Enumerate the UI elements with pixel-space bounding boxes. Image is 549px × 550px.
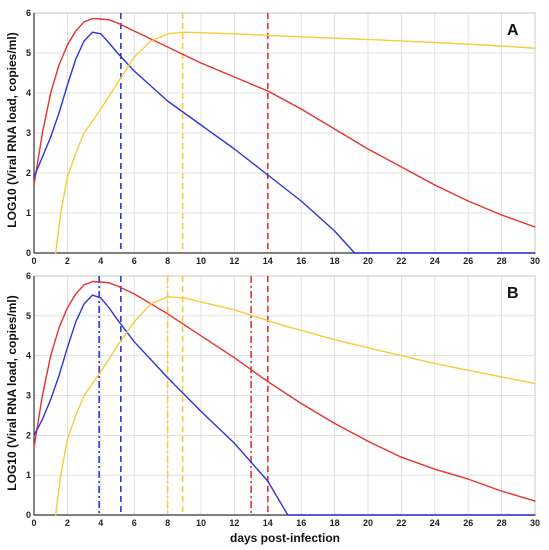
y-tick-label: 4 bbox=[26, 88, 31, 98]
x-tick-label: 26 bbox=[463, 256, 473, 266]
x-tick-label: 20 bbox=[363, 518, 373, 528]
blue-series-line bbox=[33, 31, 536, 254]
x-tick-label: 8 bbox=[165, 518, 170, 528]
panel-label: B bbox=[507, 285, 519, 302]
y-tick-label: 2 bbox=[26, 168, 31, 178]
x-tick-label: 12 bbox=[229, 256, 239, 266]
x-tick-label: 24 bbox=[430, 518, 440, 528]
x-tick-label: 12 bbox=[229, 518, 239, 528]
y-tick-label: 4 bbox=[26, 351, 31, 361]
yellow-series-line bbox=[55, 296, 536, 516]
blue-series-line bbox=[33, 294, 536, 516]
x-tick-label: 28 bbox=[497, 256, 507, 266]
x-axis-label: days post-infection bbox=[230, 531, 340, 545]
x-tick-label: 10 bbox=[196, 256, 206, 266]
x-tick-label: 2 bbox=[65, 256, 70, 266]
x-tick-label: 22 bbox=[396, 518, 406, 528]
x-tick-label: 6 bbox=[132, 518, 137, 528]
x-tick-label: 10 bbox=[196, 518, 206, 528]
x-tick-label: 18 bbox=[330, 256, 340, 266]
x-tick-label: 0 bbox=[31, 256, 36, 266]
x-tick-label: 28 bbox=[497, 518, 507, 528]
x-tick-label: 22 bbox=[396, 256, 406, 266]
x-tick-label: 26 bbox=[463, 518, 473, 528]
x-tick-label: 14 bbox=[263, 518, 273, 528]
y-tick-label: 3 bbox=[26, 128, 31, 138]
x-tick-label: 0 bbox=[31, 518, 36, 528]
x-tick-label: 20 bbox=[363, 256, 373, 266]
x-tick-label: 8 bbox=[165, 256, 170, 266]
y-tick-label: 5 bbox=[26, 311, 31, 321]
y-tick-label: 1 bbox=[26, 470, 31, 480]
y-tick-label: 5 bbox=[26, 48, 31, 58]
y-axis-label-top: LOG10 (Viral RNA load, copies/ml) bbox=[5, 32, 19, 227]
y-tick-label: 3 bbox=[26, 391, 31, 401]
x-tick-label: 30 bbox=[530, 256, 540, 266]
red-series-line bbox=[33, 17, 536, 228]
y-tick-label: 6 bbox=[26, 8, 31, 18]
y-tick-label: 6 bbox=[26, 271, 31, 281]
x-tick-label: 6 bbox=[132, 256, 137, 266]
yellow-series-line bbox=[55, 31, 536, 254]
y-axis-label-bottom: LOG10 (Viral RNA load, copies/ml) bbox=[5, 295, 19, 490]
x-tick-label: 16 bbox=[296, 518, 306, 528]
x-tick-label: 4 bbox=[98, 256, 103, 266]
x-tick-label: 18 bbox=[330, 518, 340, 528]
x-tick-label: 14 bbox=[263, 256, 273, 266]
x-tick-label: 2 bbox=[65, 518, 70, 528]
y-tick-label: 1 bbox=[26, 208, 31, 218]
x-tick-label: 16 bbox=[296, 256, 306, 266]
y-tick-label: 0 bbox=[26, 248, 31, 258]
y-tick-label: 2 bbox=[26, 430, 31, 440]
x-tick-label: 30 bbox=[530, 518, 540, 528]
y-tick-label: 0 bbox=[26, 510, 31, 520]
panel-label: A bbox=[507, 22, 519, 39]
x-tick-label: 4 bbox=[98, 518, 103, 528]
x-tick-label: 24 bbox=[430, 256, 440, 266]
